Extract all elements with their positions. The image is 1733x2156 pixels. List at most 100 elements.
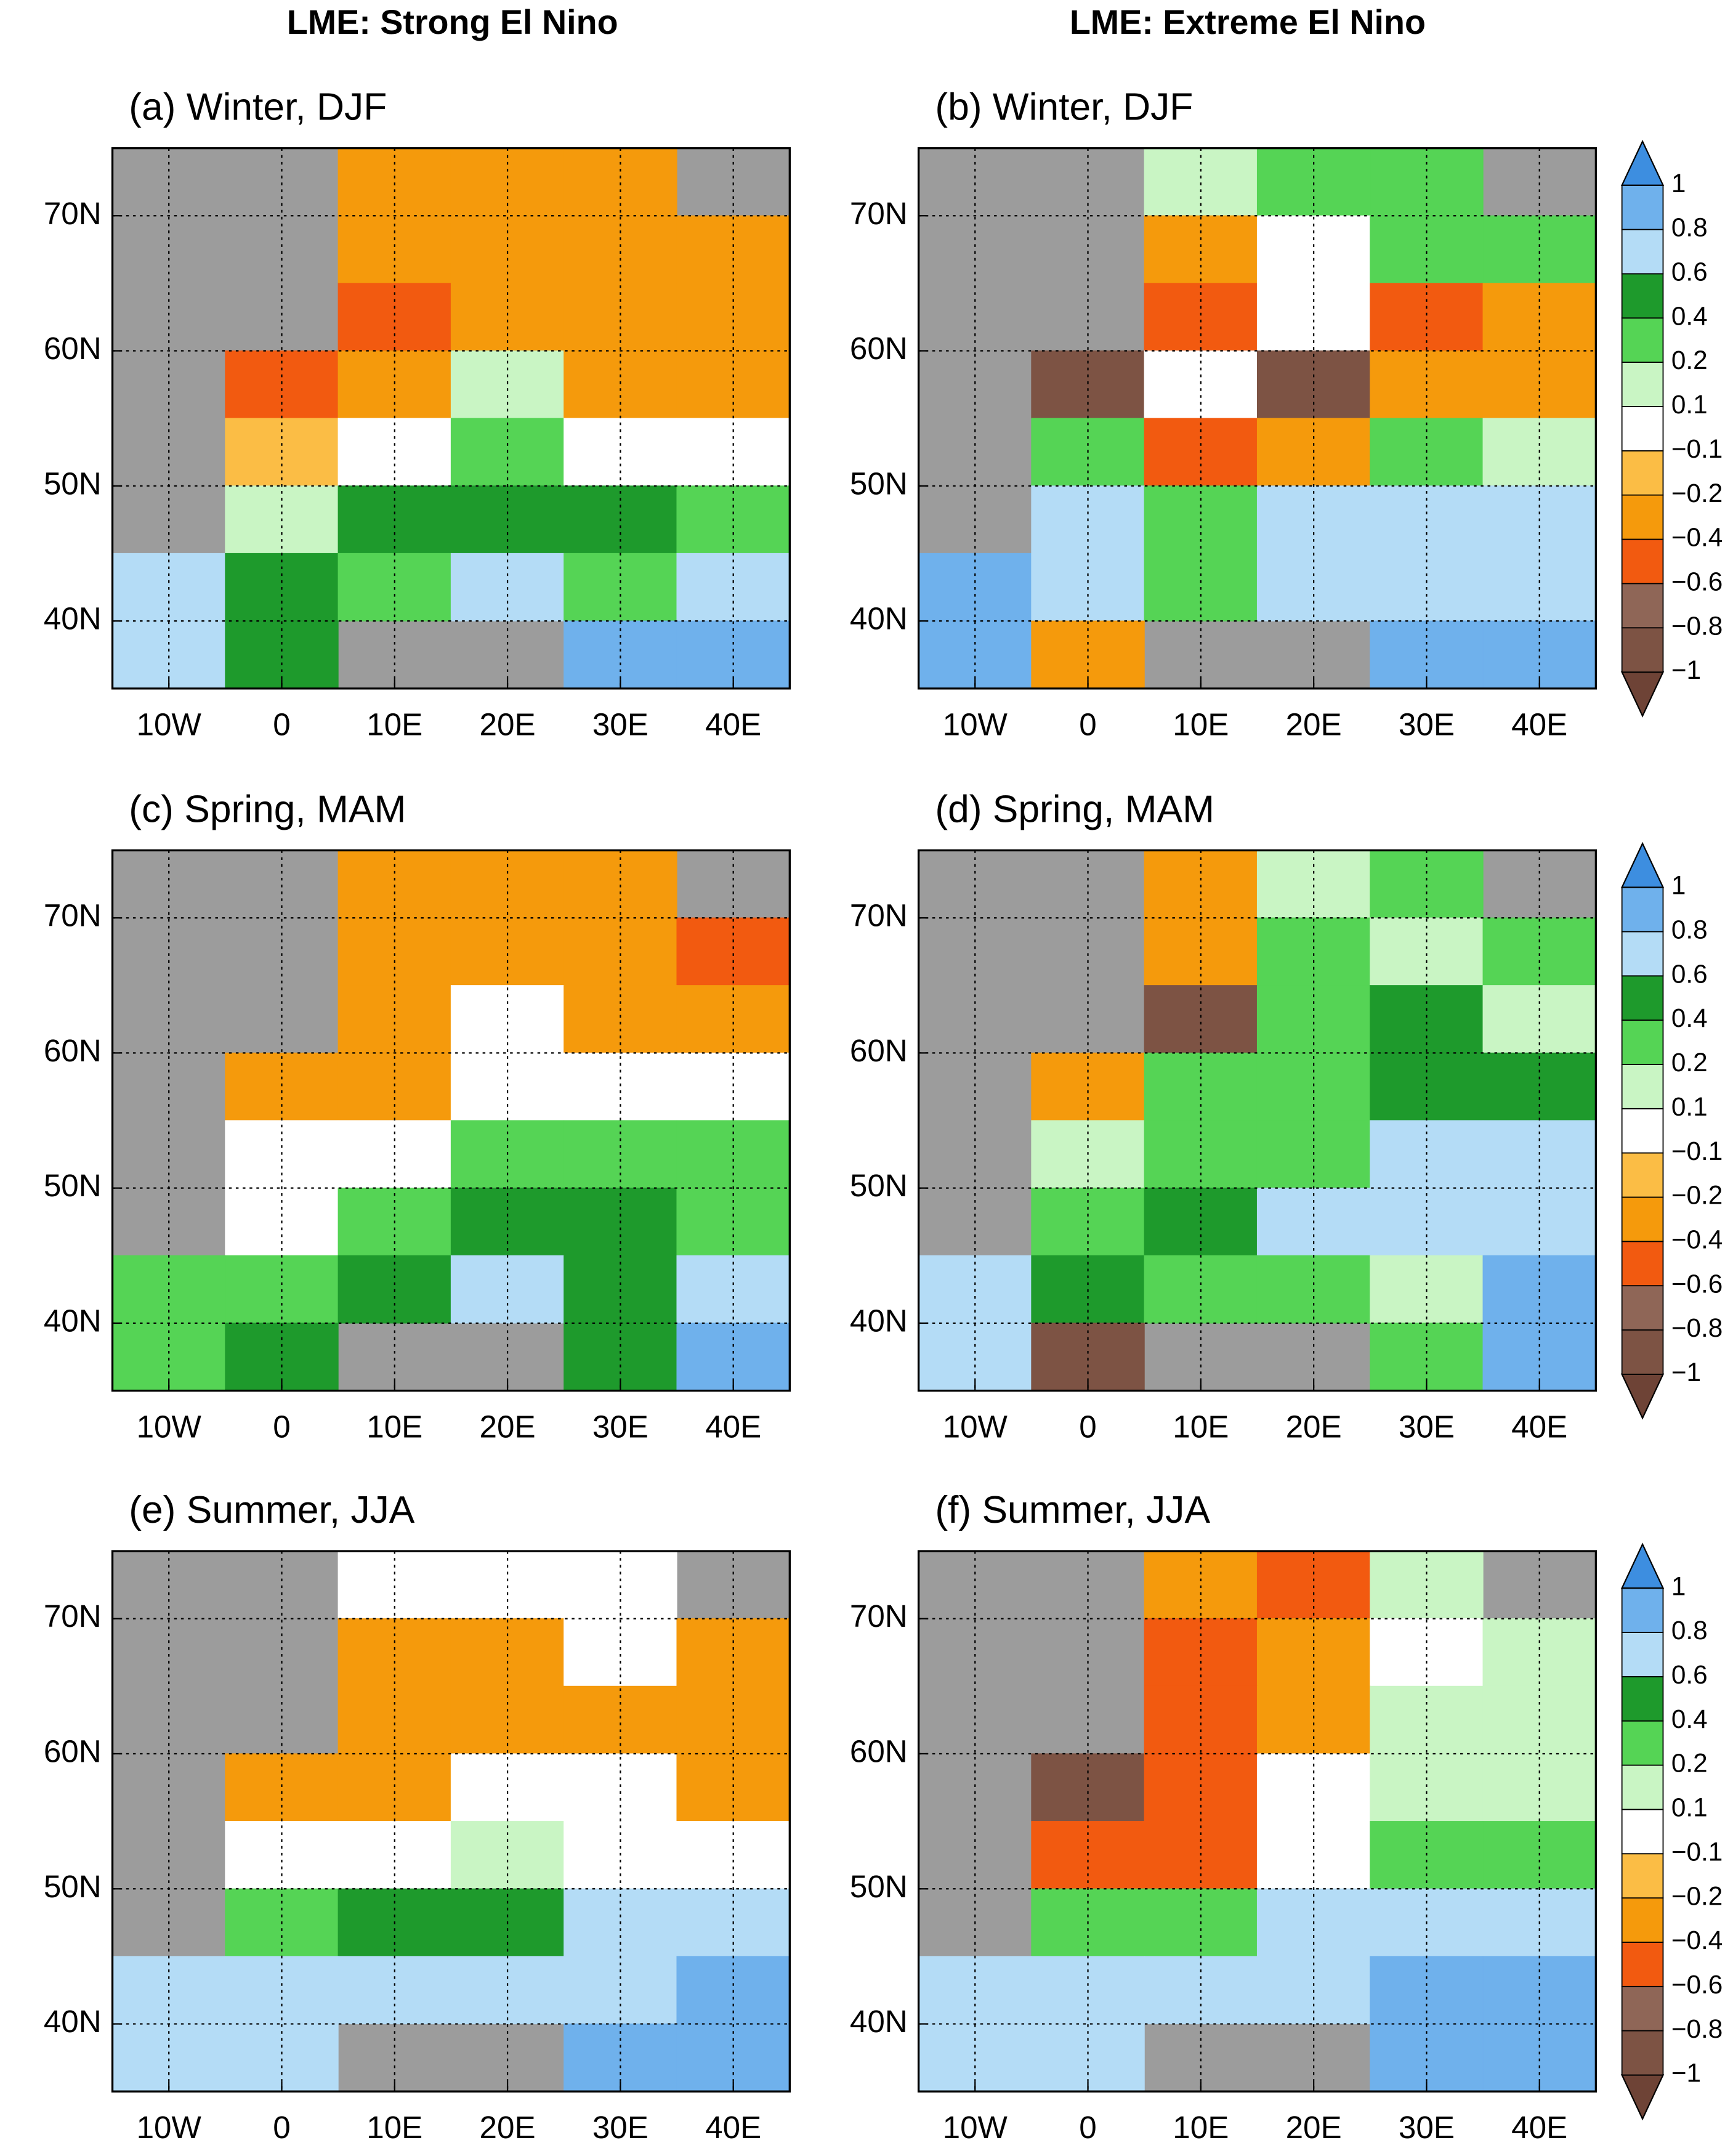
colorbar-label: −0.2 <box>1671 1881 1723 1910</box>
colorbar-label: 1 <box>1671 1571 1686 1600</box>
y-tick-label: 70N <box>44 196 102 231</box>
x-tick-label: 30E <box>1399 707 1455 742</box>
colorbar-label: −0.4 <box>1671 1225 1723 1254</box>
x-tick-label: 10W <box>943 2110 1008 2145</box>
y-tick-label: 40N <box>44 601 102 636</box>
x-tick-label: 40E <box>1511 707 1567 742</box>
y-tick-label: 70N <box>850 196 908 231</box>
x-tick-label: 30E <box>1399 1409 1455 1444</box>
panel-title: (d) Spring, MAM <box>935 788 1214 831</box>
y-tick-label: 60N <box>850 331 908 366</box>
x-tick-label: 10W <box>137 2110 202 2145</box>
colorbar-label: 0.2 <box>1671 1749 1708 1778</box>
colorbar-swatch <box>1621 1329 1664 1375</box>
x-tick-label: 40E <box>705 2110 761 2145</box>
colorbar-swatch <box>1621 1019 1664 1065</box>
y-tick-label: 70N <box>44 1599 102 1634</box>
x-tick-label: 0 <box>1079 1409 1096 1444</box>
x-tick-label: 0 <box>1079 2110 1096 2145</box>
colorbar-label: −1 <box>1671 2059 1701 2088</box>
map-frame <box>917 1550 1598 2093</box>
x-tick-label: 0 <box>1079 707 1096 742</box>
colorbar-label: 0.6 <box>1671 257 1708 286</box>
colorbar-swatch <box>1621 1985 1664 2032</box>
y-tick-label: 50N <box>44 1869 102 1904</box>
map-frame <box>917 849 1598 1392</box>
colorbar-label: 0.8 <box>1671 915 1708 944</box>
x-tick-label: 40E <box>1511 1409 1567 1444</box>
colorbar-swatch <box>1621 2030 1664 2076</box>
colorbar-swatch <box>1621 273 1664 319</box>
colorbar-swatch <box>1621 1241 1664 1287</box>
x-tick-label: 20E <box>1286 707 1342 742</box>
x-tick-label: 10E <box>366 1409 422 1444</box>
y-tick-label: 50N <box>44 466 102 501</box>
y-tick-label: 40N <box>44 2004 102 2039</box>
x-tick-label: 10E <box>1173 707 1229 742</box>
colorbar-swatch <box>1621 1764 1664 1810</box>
colorbar-swatch <box>1621 317 1664 363</box>
x-tick-label: 20E <box>1286 2110 1342 2145</box>
x-tick-label: 10W <box>943 1409 1008 1444</box>
colorbar-label: −0.1 <box>1671 1137 1723 1165</box>
colorbar-swatch <box>1621 627 1664 673</box>
colorbar-triangle <box>1620 139 1665 186</box>
colorbar-label: 0.4 <box>1671 301 1708 330</box>
colorbar-swatch <box>1621 538 1664 585</box>
colorbar-swatch <box>1621 1897 1664 1943</box>
colorbar-label: −1 <box>1671 1358 1701 1387</box>
x-tick-label: 40E <box>1511 2110 1567 2145</box>
colorbar-swatch <box>1621 583 1664 629</box>
colorbar-swatch <box>1621 450 1664 496</box>
colorbar-swatch <box>1621 1064 1664 1109</box>
y-tick-label: 50N <box>850 1168 908 1203</box>
colorbar-label: 0.2 <box>1671 346 1708 375</box>
x-tick-label: 20E <box>480 1409 536 1444</box>
map-frame <box>917 147 1598 690</box>
y-tick-label: 50N <box>850 1869 908 1904</box>
x-tick-label: 0 <box>273 2110 290 2145</box>
colorbar-label: 0.8 <box>1671 1616 1708 1645</box>
colorbar-label: 0.1 <box>1671 390 1708 419</box>
colorbar-swatch <box>1621 229 1664 275</box>
x-tick-label: 10E <box>366 707 422 742</box>
x-tick-label: 10W <box>137 707 202 742</box>
colorbar-label: −1 <box>1671 655 1701 684</box>
grid-cell <box>676 1618 790 1687</box>
x-tick-label: 40E <box>705 707 761 742</box>
x-tick-label: 20E <box>480 2110 536 2145</box>
colorbar-triangle <box>1620 671 1665 718</box>
colorbar-triangle <box>1620 1542 1665 1589</box>
colorbar-swatch <box>1621 1587 1664 1633</box>
colorbar-swatch <box>1621 1152 1664 1198</box>
colorbar-label: 0.6 <box>1671 959 1708 988</box>
colorbar-swatch <box>1621 931 1664 977</box>
x-tick-label: 20E <box>1286 1409 1342 1444</box>
x-tick-label: 30E <box>1399 2110 1455 2145</box>
x-tick-label: 10E <box>1173 2110 1229 2145</box>
x-tick-label: 30E <box>592 2110 648 2145</box>
x-tick-label: 0 <box>273 707 290 742</box>
x-tick-label: 30E <box>592 707 648 742</box>
colorbar-triangle <box>1620 2074 1665 2121</box>
colorbar-swatch <box>1621 1196 1664 1242</box>
colorbar-label: 1 <box>1671 169 1686 198</box>
colorbar-label: −0.6 <box>1671 567 1723 596</box>
colorbar-swatch <box>1621 184 1664 230</box>
colorbar-label: −0.2 <box>1671 479 1723 508</box>
colorbar-swatch <box>1621 1720 1664 1766</box>
colorbar-label: −0.8 <box>1671 2014 1723 2043</box>
colorbar-label: −0.2 <box>1671 1181 1723 1210</box>
colorbar-label: 0.8 <box>1671 213 1708 242</box>
x-tick-label: 30E <box>592 1409 648 1444</box>
panel-title: (e) Summer, JJA <box>129 1489 415 1531</box>
y-tick-label: 40N <box>850 601 908 636</box>
colorbar-label: −0.4 <box>1671 1926 1723 1955</box>
colorbar-label: −0.8 <box>1671 1313 1723 1342</box>
colorbar-swatch <box>1621 406 1664 452</box>
colorbar-label: 0.6 <box>1671 1660 1708 1689</box>
panel-title: (a) Winter, DJF <box>129 86 387 129</box>
colorbar-label: 0.2 <box>1671 1048 1708 1077</box>
y-tick-label: 50N <box>44 1168 102 1203</box>
colorbar-label: 0.1 <box>1671 1092 1708 1121</box>
